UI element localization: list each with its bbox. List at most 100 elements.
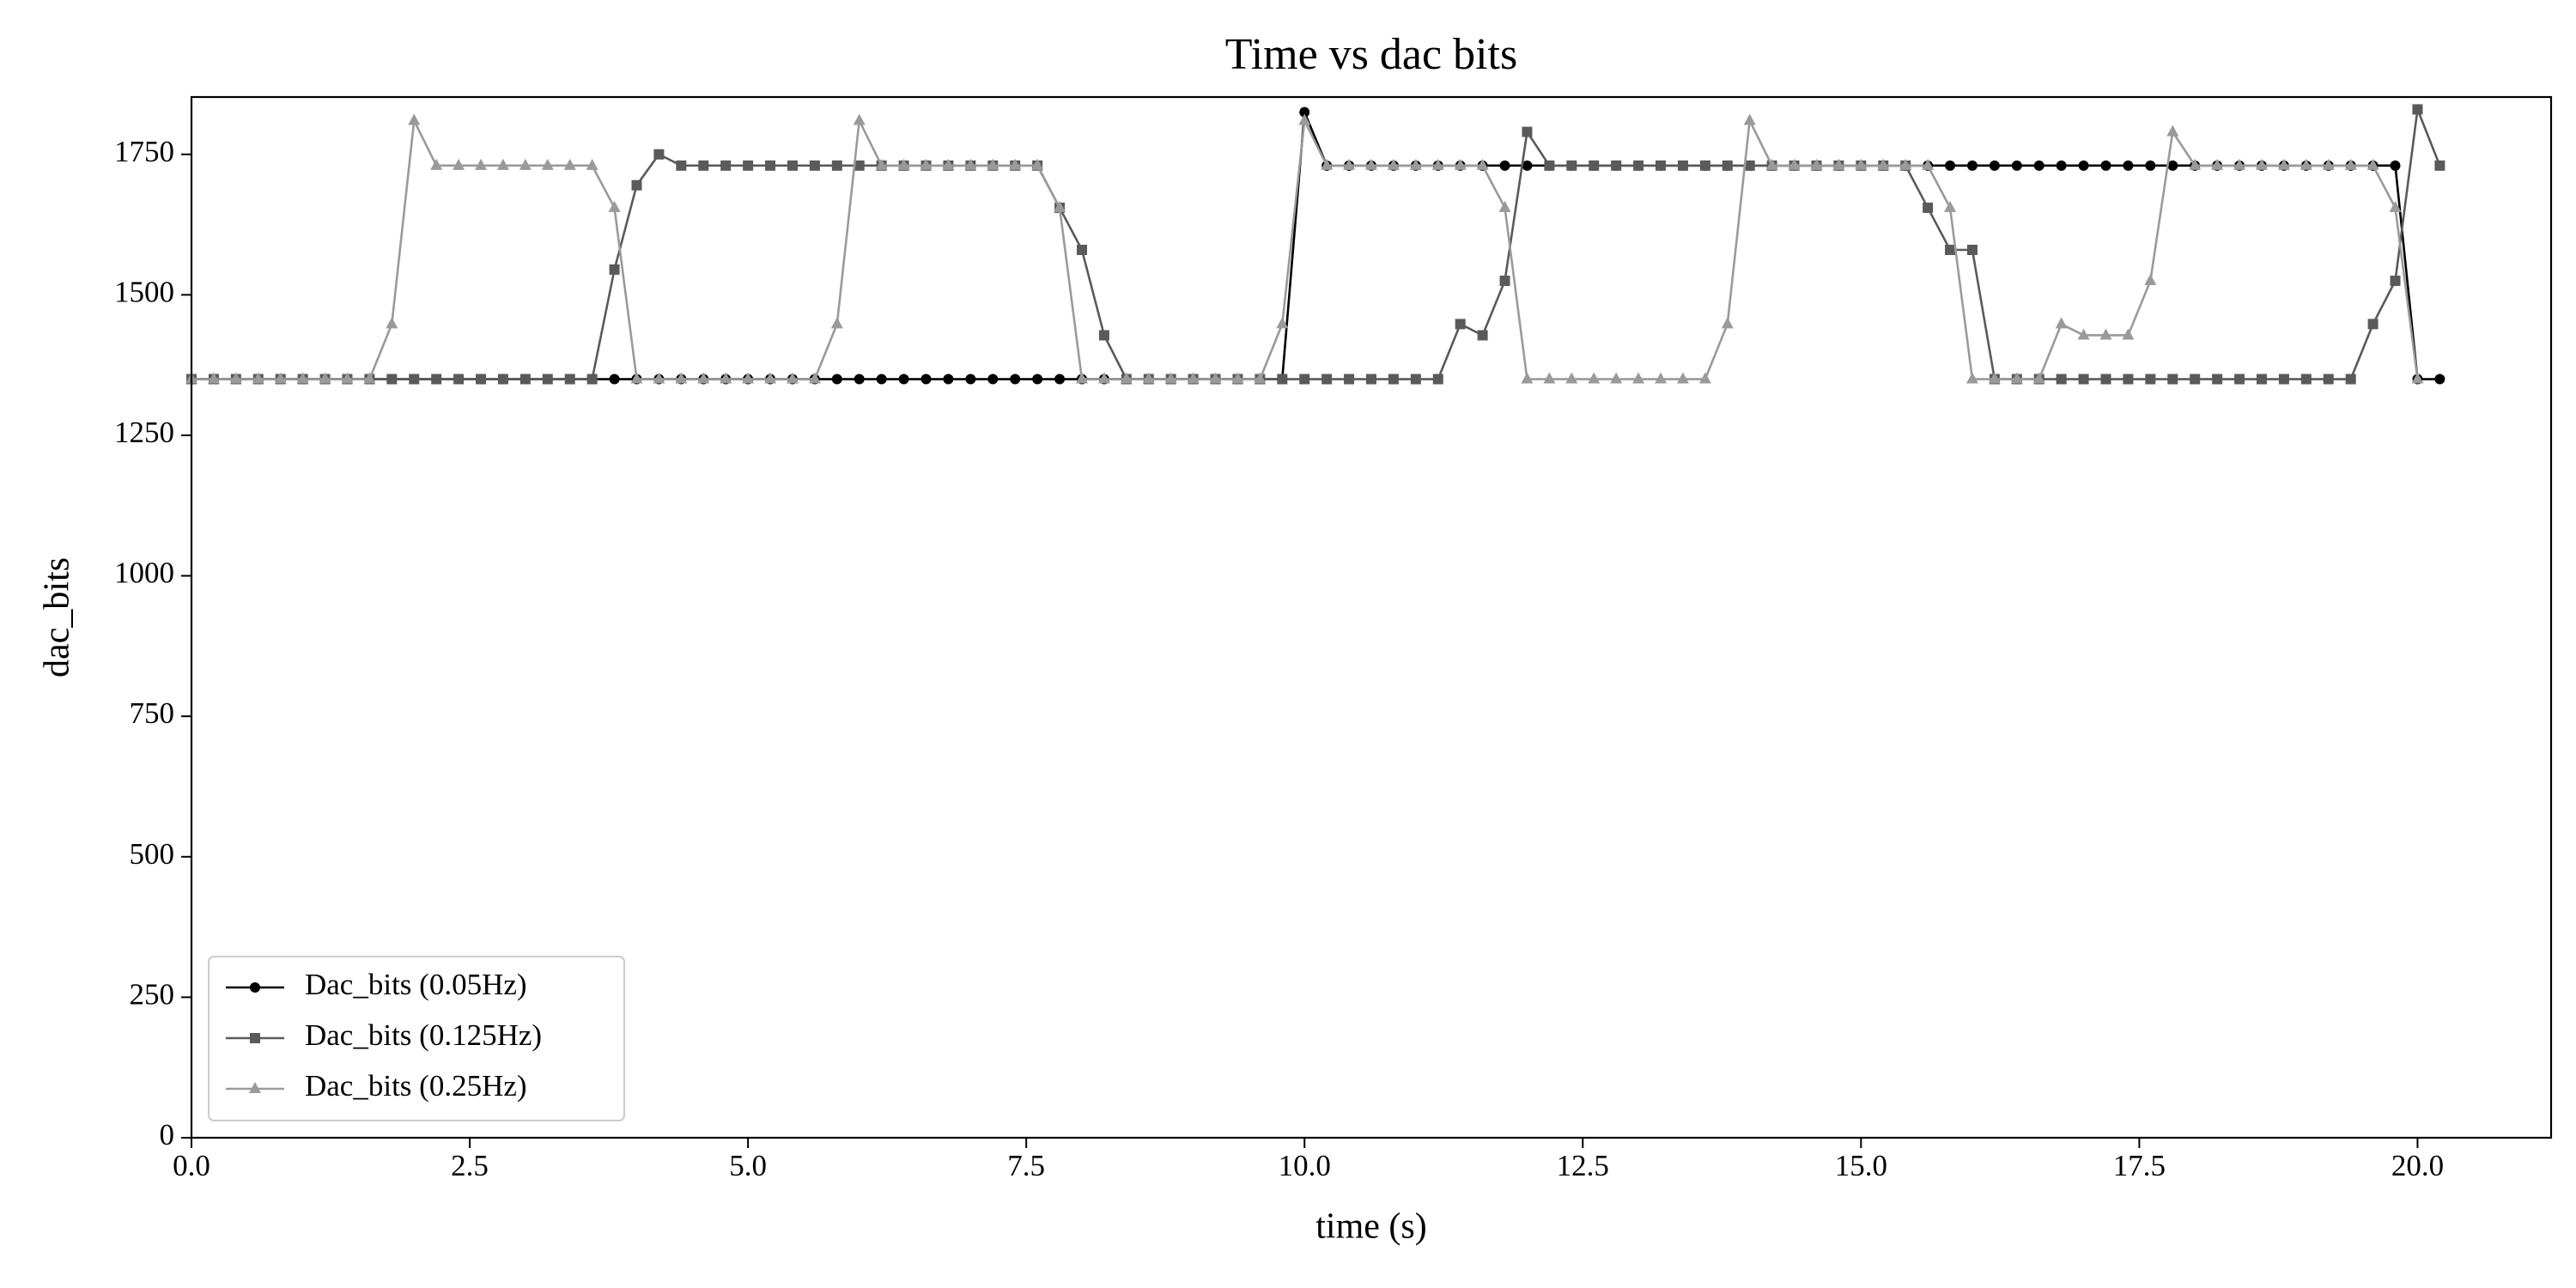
data-point	[720, 372, 732, 384]
data-point	[920, 374, 932, 385]
data-point	[363, 372, 376, 384]
data-point	[653, 372, 665, 384]
data-point	[319, 372, 331, 384]
data-point	[987, 158, 999, 170]
data-point	[697, 372, 710, 384]
data-point	[853, 113, 866, 125]
data-point	[1810, 158, 1823, 170]
data-point	[1744, 160, 1755, 171]
data-point	[2366, 158, 2379, 170]
data-point	[2033, 160, 2044, 171]
data-point	[2166, 125, 2179, 137]
data-point	[386, 374, 398, 385]
x-tick-label: 10.0	[1279, 1149, 1331, 1182]
data-point	[296, 372, 309, 384]
legend: Dac_bits (0.05Hz) Dac_bits (0.125Hz) Dac_b…	[208, 956, 625, 1121]
data-point	[2100, 374, 2111, 385]
data-point	[1676, 372, 1689, 384]
data-point	[1388, 374, 1399, 385]
data-point	[609, 374, 620, 385]
data-point	[1365, 158, 1377, 170]
data-point	[2123, 374, 2134, 385]
data-point	[541, 158, 554, 170]
data-point	[1966, 245, 1978, 256]
data-point	[1298, 113, 1311, 125]
data-point	[1923, 202, 1934, 213]
data-point	[586, 374, 598, 385]
data-point	[1009, 158, 1022, 170]
data-point	[630, 372, 643, 384]
legend-label: Dac_bits (0.25Hz)	[305, 1069, 527, 1103]
data-point	[586, 158, 598, 170]
data-point	[1120, 372, 1133, 384]
data-point	[897, 158, 910, 170]
data-point	[2011, 160, 2022, 171]
data-point	[964, 158, 977, 170]
data-point	[1899, 158, 1912, 170]
data-point	[2389, 200, 2402, 212]
data-point	[1966, 160, 1978, 171]
data-point	[830, 317, 843, 329]
x-tick-label: 17.5	[2113, 1149, 2166, 1182]
data-point	[764, 372, 777, 384]
data-point	[1032, 374, 1043, 385]
data-point	[1945, 245, 1956, 256]
data-point	[475, 158, 488, 170]
data-point	[1276, 317, 1289, 329]
data-point	[1677, 160, 1688, 171]
data-point	[987, 374, 999, 385]
data-point	[765, 160, 776, 171]
data-point	[1944, 200, 1957, 212]
data-point	[1544, 160, 1555, 171]
y-tick-label: 750	[130, 696, 175, 730]
data-point	[408, 113, 421, 125]
data-point	[1877, 158, 1890, 170]
x-tick-label: 20.0	[2391, 1149, 2444, 1182]
data-point	[1431, 158, 1444, 170]
data-point	[2144, 273, 2157, 285]
data-point	[1455, 319, 1466, 330]
data-point	[2344, 158, 2357, 170]
data-point	[742, 372, 755, 384]
data-point	[1522, 126, 1533, 137]
data-point	[1366, 374, 1376, 385]
data-point	[2010, 372, 2023, 384]
data-point	[1054, 374, 1066, 385]
data-point	[1632, 372, 1645, 384]
data-point	[2434, 160, 2445, 171]
series	[186, 106, 2445, 385]
data-point	[2255, 158, 2268, 170]
data-point	[1610, 372, 1623, 384]
data-point	[2212, 374, 2223, 385]
data-point	[1765, 158, 1778, 170]
data-point	[2234, 374, 2245, 385]
chart-title: Time vs dac bits	[1225, 30, 1517, 79]
data-point	[875, 158, 888, 170]
data-point	[1989, 160, 2000, 171]
data-point	[341, 372, 354, 384]
data-point	[2211, 158, 2224, 170]
x-tick-label: 12.5	[1557, 1149, 1609, 1182]
y-tick-label: 500	[130, 837, 175, 871]
data-point	[1543, 372, 1556, 384]
data-point	[831, 160, 842, 171]
data-point	[1076, 245, 1087, 256]
data-point	[743, 160, 754, 171]
data-point	[2277, 158, 2290, 170]
data-point	[453, 158, 465, 170]
data-point	[2434, 374, 2445, 385]
data-point	[2032, 372, 2045, 384]
data-point	[2412, 104, 2423, 115]
y-tick-label: 1250	[114, 416, 174, 449]
series	[185, 113, 2424, 384]
data-point	[2145, 160, 2156, 171]
data-point	[786, 372, 799, 384]
data-point	[2056, 374, 2067, 385]
data-point	[2055, 317, 2068, 329]
data-point	[2078, 160, 2089, 171]
data-point	[496, 158, 509, 170]
x-axis-label: time (s)	[1315, 1207, 1426, 1247]
data-point	[1231, 372, 1244, 384]
